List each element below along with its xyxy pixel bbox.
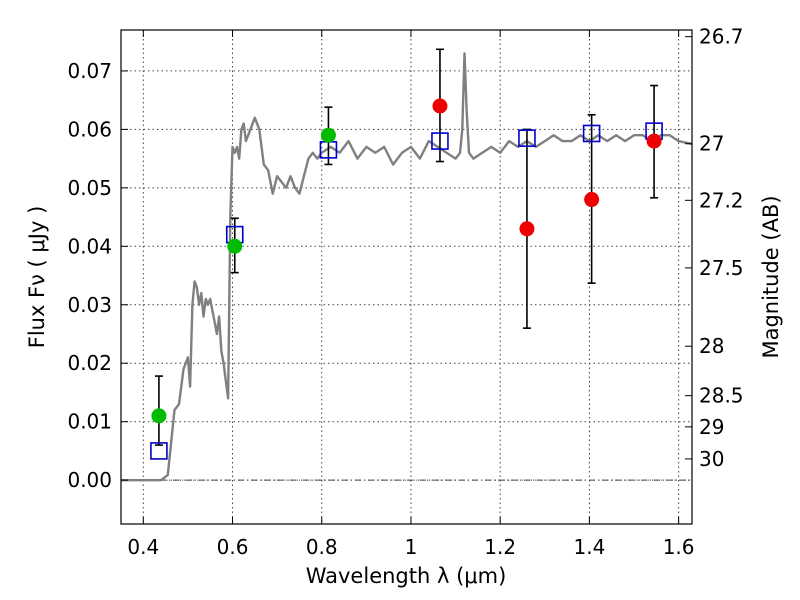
green-photometry-point: [227, 238, 243, 254]
x-tick-label: 0.4: [127, 535, 159, 559]
y-axis-label: Flux Fν ( μJy ): [25, 206, 49, 349]
red-photometry-point: [646, 133, 662, 149]
y-tick-label: 0.06: [67, 117, 112, 141]
x-axis-label: Wavelength λ (μm): [306, 564, 507, 588]
green-photometry-point: [151, 408, 167, 424]
mag-tick-label: 30: [699, 447, 724, 471]
mag-tick-label: 28: [699, 334, 724, 358]
plot-frame: [120, 29, 693, 525]
y-tick-label: 0.01: [67, 410, 112, 434]
x-tick-label: 1.4: [573, 535, 605, 559]
y-tick-label: 0.03: [67, 293, 112, 317]
y-tick-label: 0.02: [67, 351, 112, 375]
mag-tick-label: 27: [699, 132, 724, 156]
x-tick-label: 0.8: [306, 535, 338, 559]
y-tick-label: 0.05: [67, 176, 112, 200]
y-tick-label: 0.07: [67, 59, 112, 83]
mag-tick-label: 27.2: [699, 188, 744, 212]
green-photometry-point: [320, 127, 336, 143]
x-tick-label: 1: [405, 535, 418, 559]
x-tick-label: 0.6: [217, 535, 249, 559]
x-tick-label: 1.2: [484, 535, 516, 559]
grid-layer: [121, 30, 692, 524]
model-photometry-square: [150, 442, 168, 460]
model-photometry-square: [582, 124, 601, 143]
y-tick-label: 0.04: [67, 234, 112, 258]
x-tick-label: 1.6: [663, 535, 695, 559]
mag-tick-label: 28.5: [699, 384, 744, 408]
y-tick-label: 0.00: [67, 468, 112, 492]
model-photometry-square: [518, 129, 536, 147]
tick-layer: [121, 30, 692, 524]
plot-layer: [121, 48, 692, 482]
mag-tick-label: 27.5: [699, 256, 744, 280]
red-photometry-point: [519, 221, 535, 237]
mag-tick-label: 26.7: [699, 25, 744, 49]
model-photometry-square: [431, 132, 449, 150]
right-axis-label: Magnitude (AB): [759, 195, 783, 358]
red-photometry-point: [432, 98, 448, 114]
mag-tick-label: 29: [699, 415, 724, 439]
tick-label-layer: 0.4 0.6 0.8 1 1.2 1.4 1.6 0.00 0.01 0.02 0.03 0.04 0…: [67, 25, 743, 559]
model-spectrum-line: [121, 52, 692, 482]
red-photometry-point: [584, 192, 600, 208]
